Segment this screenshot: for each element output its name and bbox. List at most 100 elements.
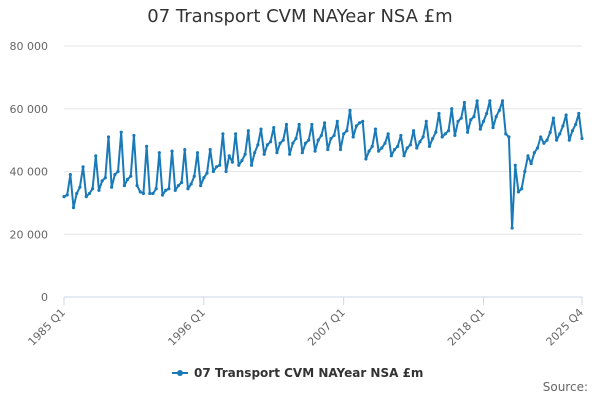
data-point[interactable]	[243, 152, 247, 156]
data-point[interactable]	[110, 185, 114, 189]
data-point[interactable]	[405, 146, 409, 150]
data-point[interactable]	[106, 135, 111, 139]
data-point[interactable]	[427, 144, 432, 148]
data-point[interactable]	[497, 108, 501, 112]
data-point[interactable]	[526, 154, 530, 158]
data-point[interactable]	[361, 119, 365, 123]
data-point[interactable]	[567, 138, 571, 142]
data-point[interactable]	[211, 169, 215, 174]
data-point[interactable]	[342, 132, 346, 136]
data-point[interactable]	[125, 177, 130, 181]
data-point[interactable]	[529, 162, 533, 166]
data-point[interactable]	[224, 169, 228, 174]
data-point[interactable]	[313, 149, 317, 153]
data-point[interactable]	[411, 129, 416, 133]
data-point[interactable]	[151, 191, 155, 196]
data-point[interactable]	[78, 185, 82, 189]
legend[interactable]: 07 Transport CVM NAYear NSA £m	[172, 366, 423, 380]
data-point[interactable]	[208, 147, 212, 152]
data-point[interactable]	[329, 136, 333, 141]
data-point[interactable]	[383, 141, 387, 145]
data-point[interactable]	[167, 187, 171, 191]
data-point[interactable]	[319, 133, 324, 138]
data-point[interactable]	[456, 119, 460, 123]
data-point[interactable]	[297, 122, 301, 127]
data-point[interactable]	[160, 193, 165, 197]
data-point[interactable]	[558, 132, 562, 136]
data-point[interactable]	[539, 135, 543, 139]
data-point[interactable]	[500, 99, 505, 103]
data-point[interactable]	[364, 157, 368, 161]
data-point[interactable]	[205, 171, 209, 175]
data-point[interactable]	[148, 191, 152, 196]
data-point[interactable]	[113, 173, 117, 177]
data-point[interactable]	[303, 141, 308, 145]
data-point[interactable]	[554, 138, 559, 142]
data-point[interactable]	[396, 144, 400, 148]
data-point[interactable]	[173, 188, 177, 192]
data-point[interactable]	[367, 149, 371, 153]
data-point[interactable]	[81, 165, 85, 169]
data-point[interactable]	[199, 184, 203, 188]
data-point[interactable]	[491, 125, 495, 130]
data-point[interactable]	[577, 111, 581, 116]
data-point[interactable]	[380, 146, 384, 150]
data-point[interactable]	[348, 108, 352, 112]
data-point[interactable]	[574, 122, 578, 127]
data-point[interactable]	[214, 165, 219, 169]
data-point[interactable]	[94, 154, 98, 158]
data-point[interactable]	[424, 119, 428, 123]
data-point[interactable]	[278, 141, 282, 145]
data-point[interactable]	[354, 124, 358, 128]
data-point[interactable]	[472, 114, 476, 119]
data-point[interactable]	[548, 130, 552, 134]
data-point[interactable]	[310, 122, 314, 127]
data-point[interactable]	[145, 144, 149, 148]
data-point[interactable]	[170, 149, 174, 153]
data-point[interactable]	[551, 116, 556, 120]
data-point[interactable]	[437, 111, 441, 116]
data-point[interactable]	[249, 163, 254, 167]
data-point[interactable]	[392, 147, 397, 152]
data-point[interactable]	[386, 132, 390, 136]
data-point[interactable]	[234, 132, 238, 136]
data-point[interactable]	[345, 129, 349, 133]
data-point[interactable]	[507, 135, 511, 139]
data-point[interactable]	[262, 152, 266, 156]
data-point[interactable]	[75, 191, 79, 196]
data-point[interactable]	[545, 138, 549, 142]
data-point[interactable]	[494, 114, 498, 119]
data-point[interactable]	[408, 143, 412, 147]
data-point[interactable]	[192, 174, 196, 178]
data-point[interactable]	[246, 129, 250, 133]
data-point[interactable]	[268, 140, 273, 144]
data-point[interactable]	[316, 138, 320, 142]
data-point[interactable]	[91, 187, 95, 191]
data-point[interactable]	[294, 136, 298, 141]
data-point[interactable]	[281, 138, 285, 142]
data-point[interactable]	[221, 132, 225, 136]
data-point[interactable]	[453, 133, 457, 138]
data-point[interactable]	[87, 191, 92, 196]
data-point[interactable]	[469, 118, 473, 122]
data-point[interactable]	[186, 187, 190, 191]
data-point[interactable]	[300, 151, 304, 155]
data-point[interactable]	[485, 111, 489, 116]
data-point[interactable]	[97, 188, 101, 192]
data-point[interactable]	[335, 119, 339, 123]
data-point[interactable]	[256, 143, 260, 147]
data-point[interactable]	[179, 180, 184, 185]
data-point[interactable]	[116, 169, 120, 174]
data-point[interactable]	[135, 184, 139, 188]
data-point[interactable]	[415, 146, 419, 150]
series-transport[interactable]	[62, 99, 584, 230]
data-point[interactable]	[338, 147, 343, 152]
data-point[interactable]	[542, 141, 546, 145]
data-point[interactable]	[475, 99, 479, 103]
data-point[interactable]	[100, 179, 104, 183]
data-point[interactable]	[122, 184, 126, 188]
data-point[interactable]	[230, 160, 235, 164]
data-point[interactable]	[561, 124, 565, 128]
data-point[interactable]	[478, 127, 482, 131]
data-point[interactable]	[288, 152, 292, 156]
